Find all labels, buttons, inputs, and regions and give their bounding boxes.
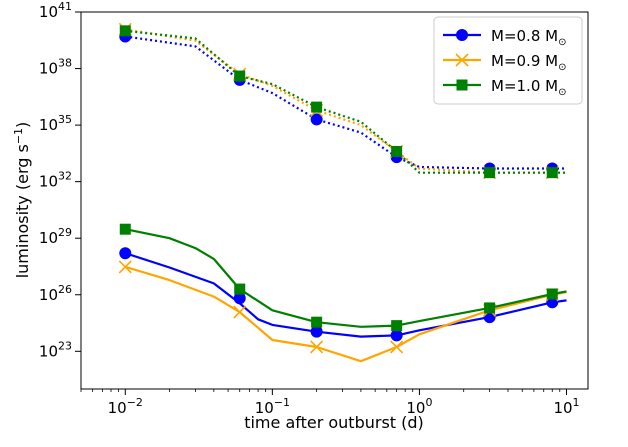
data-point xyxy=(233,305,247,319)
data-point xyxy=(311,316,323,328)
y-tick-label-base: 10 xyxy=(39,229,58,247)
x-tick-label: 10−1 xyxy=(255,396,290,417)
legend-label-sub: ⊙ xyxy=(558,37,566,48)
data-point xyxy=(234,70,246,82)
legend-label-name: M=0.9 M xyxy=(491,52,558,70)
data-point xyxy=(310,340,324,354)
legend-marker xyxy=(456,29,468,41)
legend-entries: M=0.8 M⊙M=0.9 M⊙M=1.0 M⊙ xyxy=(443,27,566,98)
x-tick-label-base: 10 xyxy=(553,399,572,417)
x-tick-label-base: 10 xyxy=(108,399,127,417)
data-point xyxy=(484,167,496,179)
data-point xyxy=(311,101,323,113)
legend: M=0.8 M⊙M=0.9 M⊙M=1.0 M⊙ xyxy=(433,16,583,105)
data-point xyxy=(119,247,132,260)
y-tick-label: 1023 xyxy=(39,339,72,360)
legend-label-name: M=1.0 M xyxy=(491,77,558,95)
legend-label-sub: ⊙ xyxy=(558,62,566,73)
series-1 xyxy=(119,30,567,342)
x-tick-label-base: 10 xyxy=(255,399,274,417)
y-tick-label: 1029 xyxy=(39,226,72,247)
y-tick-label-base: 10 xyxy=(39,116,58,134)
y-tick-label: 1038 xyxy=(39,57,72,78)
data-point xyxy=(546,288,558,300)
legend-label: M=0.9 M⊙ xyxy=(491,52,566,73)
data-point xyxy=(233,292,246,305)
plot-frame xyxy=(80,11,589,390)
x-tick-label: 101 xyxy=(553,396,579,417)
y-tick-label-exp: 38 xyxy=(58,57,72,70)
data-point xyxy=(118,260,132,274)
legend-label: M=0.8 M⊙ xyxy=(491,27,566,48)
series-line-solid xyxy=(124,265,567,363)
data-point xyxy=(234,283,246,295)
data-point xyxy=(484,302,496,314)
legend-label: M=1.0 M⊙ xyxy=(491,77,566,98)
y-tick-label: 1026 xyxy=(39,283,72,304)
series-layer xyxy=(118,22,567,363)
y-tick-label: 1041 xyxy=(39,0,72,21)
x-tick-label-base: 10 xyxy=(406,399,425,417)
series-3 xyxy=(119,25,567,332)
y-tick-label: 1035 xyxy=(39,113,72,134)
y-tick-label-base: 10 xyxy=(39,286,58,304)
y-tick-label-exp: 41 xyxy=(58,0,72,13)
data-point xyxy=(119,25,131,37)
data-point xyxy=(390,340,404,354)
y-tick-label-base: 10 xyxy=(39,60,58,78)
y-tick-label-exp: 26 xyxy=(58,283,72,296)
data-point xyxy=(310,113,323,126)
data-point xyxy=(546,167,558,179)
legend-marker xyxy=(456,79,468,91)
x-tick-label-exp: 0 xyxy=(425,396,432,409)
y-tick-label-exp: 32 xyxy=(58,170,72,183)
y-tick-label-exp: 29 xyxy=(58,226,72,239)
y-tick-label-base: 10 xyxy=(39,3,58,21)
x-tick-label: 100 xyxy=(406,396,432,417)
y-tick-label-exp: 35 xyxy=(58,113,72,126)
x-tick-label-exp: 1 xyxy=(573,396,580,409)
legend-marker xyxy=(455,53,469,67)
x-tick-label-exp: −2 xyxy=(127,396,143,409)
legend-box xyxy=(433,16,583,105)
y-tick-label-base: 10 xyxy=(39,173,58,191)
data-point xyxy=(391,145,403,157)
y-tick-label: 1032 xyxy=(39,170,72,191)
data-point xyxy=(310,325,323,338)
data-point xyxy=(119,223,131,235)
y-tick-label-exp: 23 xyxy=(58,339,72,352)
legend-label-name: M=0.8 M xyxy=(491,27,558,45)
y-axis-label: luminosity (erg s−1) xyxy=(12,122,33,279)
x-axis-ticks: 10−2 10−1 100 101 xyxy=(80,389,580,417)
data-point xyxy=(391,320,403,332)
x-tick-label: 10−2 xyxy=(108,396,143,417)
legend-label-sub: ⊙ xyxy=(558,87,566,98)
data-point xyxy=(390,329,403,342)
x-axis-label: time after outburst (d) xyxy=(244,413,424,432)
x-tick-label-exp: −1 xyxy=(274,396,290,409)
y-tick-label-base: 10 xyxy=(39,342,58,360)
